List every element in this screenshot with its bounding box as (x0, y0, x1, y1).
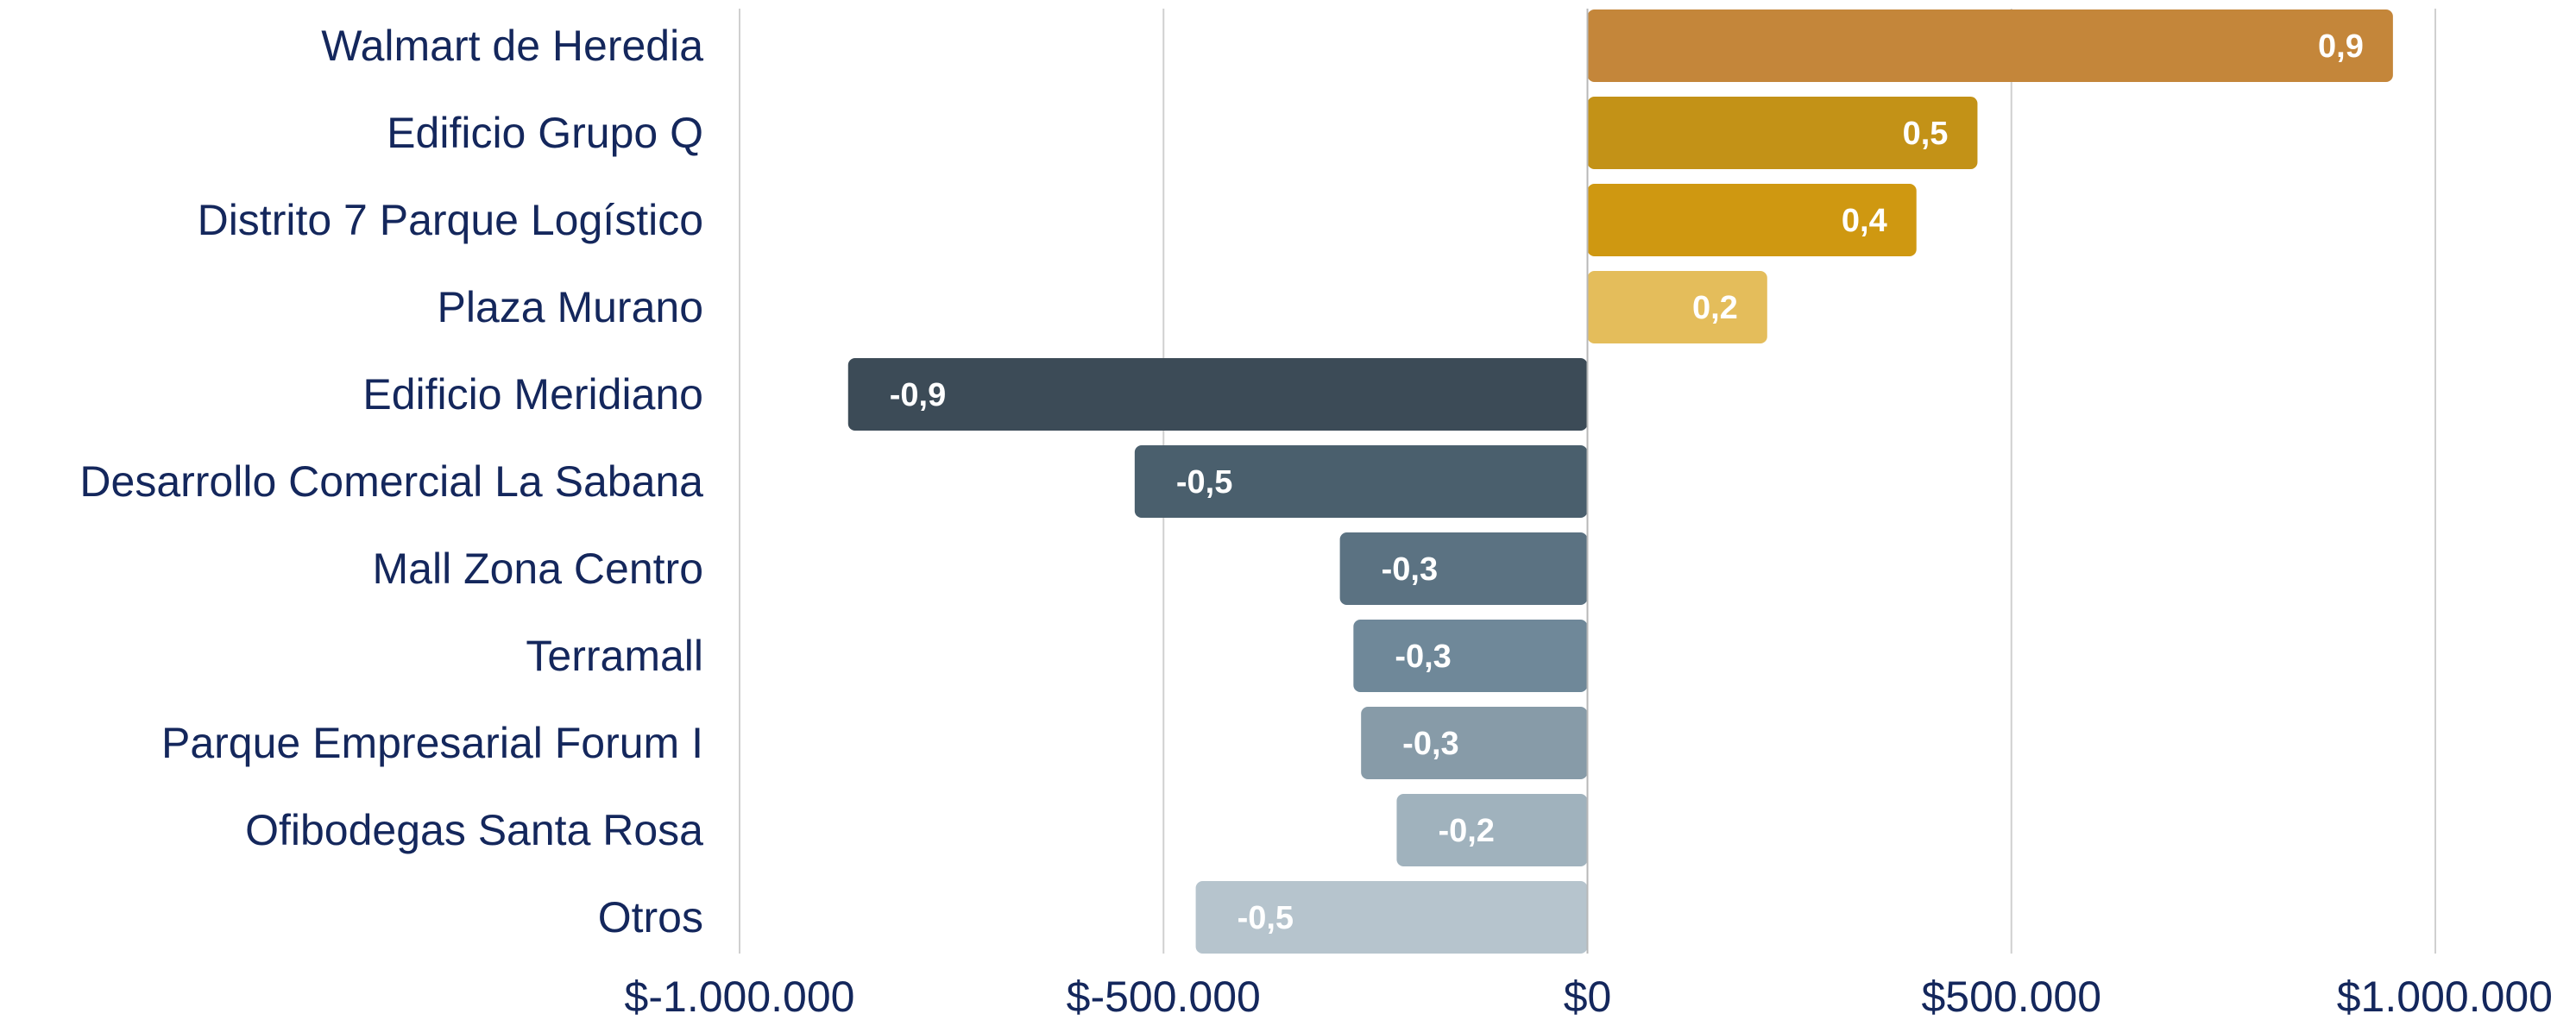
category-labels: Walmart de Heredia Edificio Grupo Q Distri… (79, 22, 703, 941)
category-label: Terramall (526, 632, 703, 680)
bar-value-label: -0,5 (1238, 900, 1294, 936)
category-label: Edificio Grupo Q (387, 109, 703, 157)
bar (847, 358, 1588, 431)
bar-value-label: 0,5 (1903, 116, 1949, 152)
category-label: Walmart de Heredia (321, 22, 703, 70)
bar (1195, 881, 1588, 954)
bars: 0,9 0,5 0,4 0,2 -0,9 -0,5 -0,3 -0,3 -0,3 -0,2 -0,5 (847, 9, 2393, 954)
bar (1587, 184, 1917, 256)
category-label: Distrito 7 Parque Logístico (198, 196, 703, 244)
category-label: Otros (598, 893, 703, 941)
category-label: Edificio Meridiano (362, 370, 703, 419)
bar-value-label: -0,5 (1176, 464, 1232, 501)
bar (1587, 271, 1767, 343)
bar (1339, 532, 1588, 605)
bar (1396, 794, 1588, 866)
bar (1587, 97, 1978, 169)
category-label: Mall Zona Centro (373, 545, 704, 593)
bar-value-label: -0,3 (1402, 726, 1458, 762)
bar-value-label: -0,3 (1382, 551, 1438, 588)
category-label: Desarrollo Comercial La Sabana (79, 457, 703, 506)
bar (1361, 707, 1588, 779)
bar (1134, 445, 1588, 518)
category-label: Plaza Murano (438, 283, 704, 331)
x-tick-label: $500.000 (1921, 973, 2101, 1020)
category-label: Ofibodegas Santa Rosa (245, 806, 703, 854)
bar-value-label: -0,3 (1395, 639, 1451, 675)
category-label: Parque Empresarial Forum I (161, 719, 703, 767)
bar-value-label: -0,2 (1438, 813, 1494, 849)
x-tick-label: $-500.000 (1067, 973, 1261, 1020)
bar-value-label: -0,9 (890, 377, 946, 413)
bar-value-label: 0,2 (1692, 290, 1738, 326)
x-tick-label: $1.000.000 (2337, 973, 2553, 1020)
bar-value-label: 0,4 (1842, 203, 1887, 239)
x-tick-labels: $-1.000.000 $-500.000 $0 $500.000 $1.000.000 (625, 973, 2553, 1020)
bar-value-label: 0,9 (2318, 28, 2364, 65)
bar (1353, 620, 1588, 692)
x-tick-label: $0 (1564, 973, 1612, 1020)
gridlines (739, 9, 2436, 954)
x-tick-label: $-1.000.000 (625, 973, 855, 1020)
bar (1587, 9, 2393, 82)
